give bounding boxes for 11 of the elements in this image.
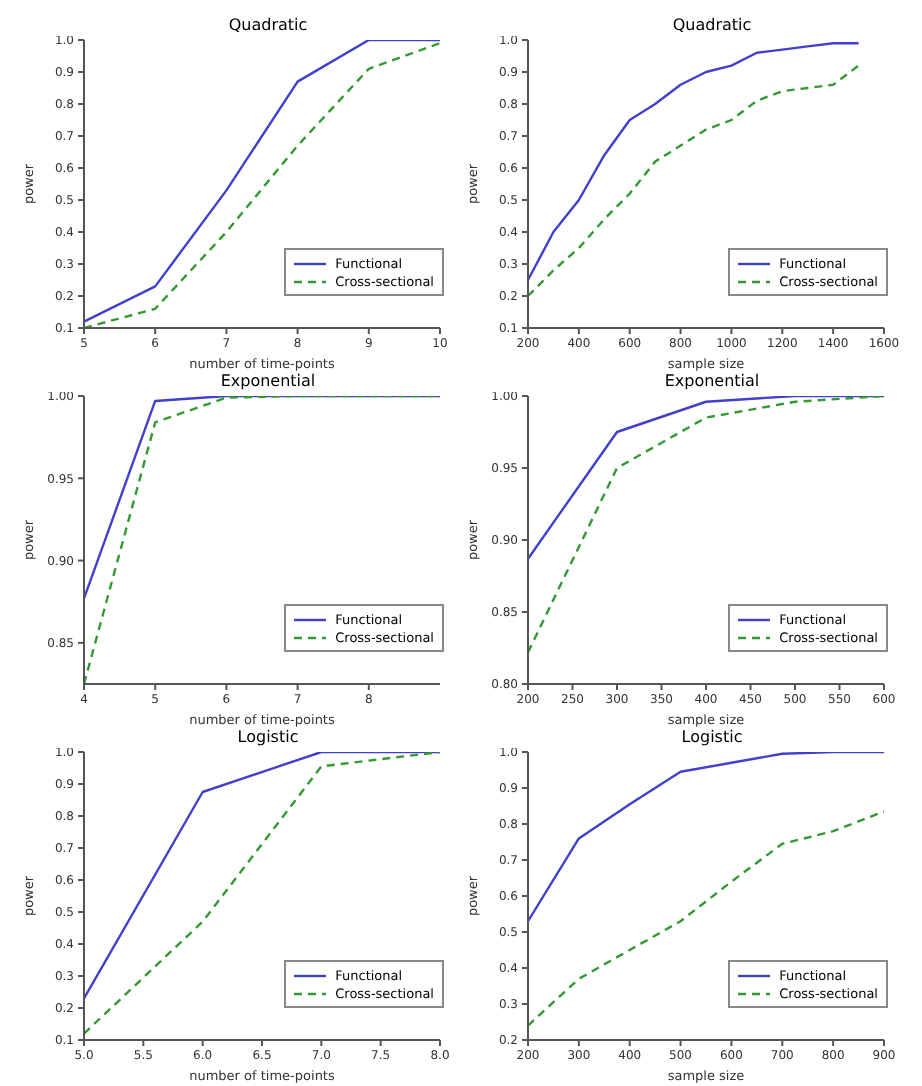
- line-series: [84, 396, 440, 684]
- chart-title: Quadratic: [670, 16, 754, 36]
- chart-title: Logistic: [679, 728, 745, 748]
- chart-title: Exponential: [662, 372, 762, 392]
- chart-title: Quadratic: [226, 16, 310, 36]
- chart-title: Exponential: [218, 372, 318, 392]
- line-series: [528, 810, 884, 1027]
- chart-title: Logistic: [235, 728, 301, 748]
- line-series: [528, 396, 884, 560]
- line-series: [528, 396, 884, 654]
- line-series: [528, 752, 884, 923]
